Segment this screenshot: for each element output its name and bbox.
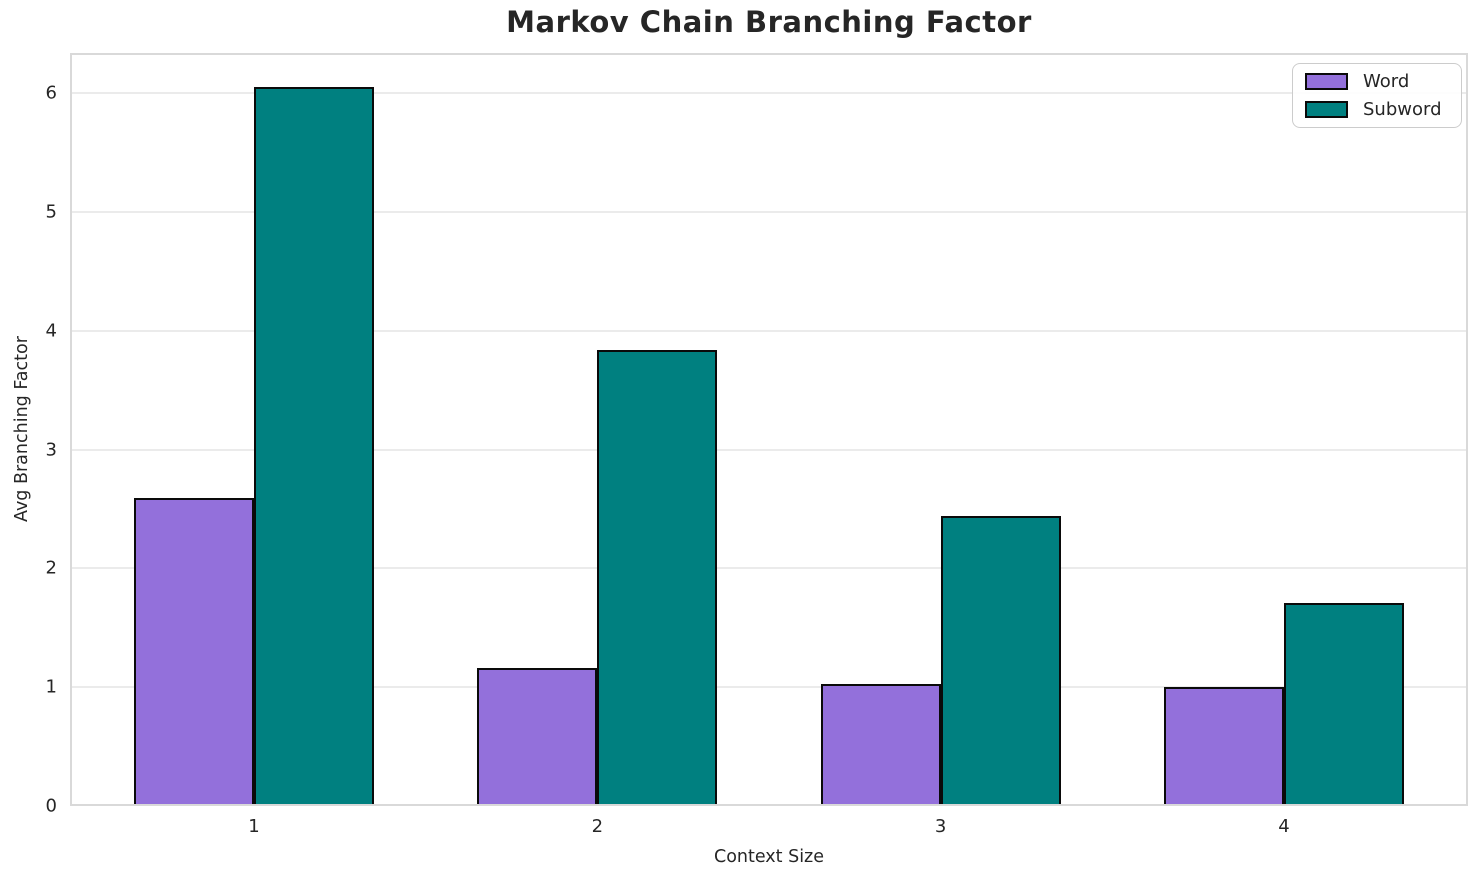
x-tick-label-3: 3 (934, 816, 947, 837)
plot-area (70, 53, 1468, 806)
bar-word-context-1 (134, 498, 254, 806)
legend-swatch-word (1305, 73, 1348, 90)
gridline-y5 (70, 211, 1468, 214)
bar-word-context-3 (820, 683, 941, 806)
legend: Word Subword (1292, 63, 1462, 128)
x-tick-label-1: 1 (248, 816, 260, 837)
y-tick-label-2: 2 (45, 557, 57, 579)
x-tick-label-4: 4 (1278, 816, 1290, 837)
x-axis-label: Context Size (713, 847, 825, 867)
legend-item-subword: Subword (1305, 99, 1449, 120)
gridline-y3 (70, 448, 1468, 451)
y-tick-label-0: 0 (45, 795, 57, 817)
gridline-y6 (70, 92, 1468, 95)
legend-item-word: Word (1305, 71, 1449, 92)
y-axis-ticks: 0 1 2 3 4 5 6 (0, 53, 57, 817)
bar-subword-context-3 (940, 516, 1061, 806)
y-tick-label-6: 6 (45, 82, 57, 104)
y-tick-label-4: 4 (45, 320, 57, 342)
y-tick-label-5: 5 (45, 201, 57, 223)
bar-word-context-2 (477, 668, 598, 806)
x-tick-label-2: 2 (591, 816, 604, 837)
gridline-y2 (70, 567, 1468, 570)
bar-subword-context-4 (1284, 602, 1404, 806)
y-tick-label-3: 3 (45, 439, 57, 461)
gridline-y4 (70, 329, 1468, 332)
bar-word-context-4 (1164, 687, 1284, 806)
legend-label-subword: Subword (1363, 99, 1442, 120)
y-tick-label-1: 1 (45, 676, 57, 698)
gridline-y1 (70, 686, 1468, 689)
legend-label-word: Word (1363, 71, 1410, 92)
bar-subword-context-2 (597, 349, 718, 806)
legend-swatch-subword (1305, 101, 1348, 118)
chart-title: Markov Chain Branching Factor (506, 5, 1032, 39)
bar-subword-context-1 (254, 87, 374, 806)
x-axis-ticks: 1 2 3 4 (70, 816, 1468, 842)
